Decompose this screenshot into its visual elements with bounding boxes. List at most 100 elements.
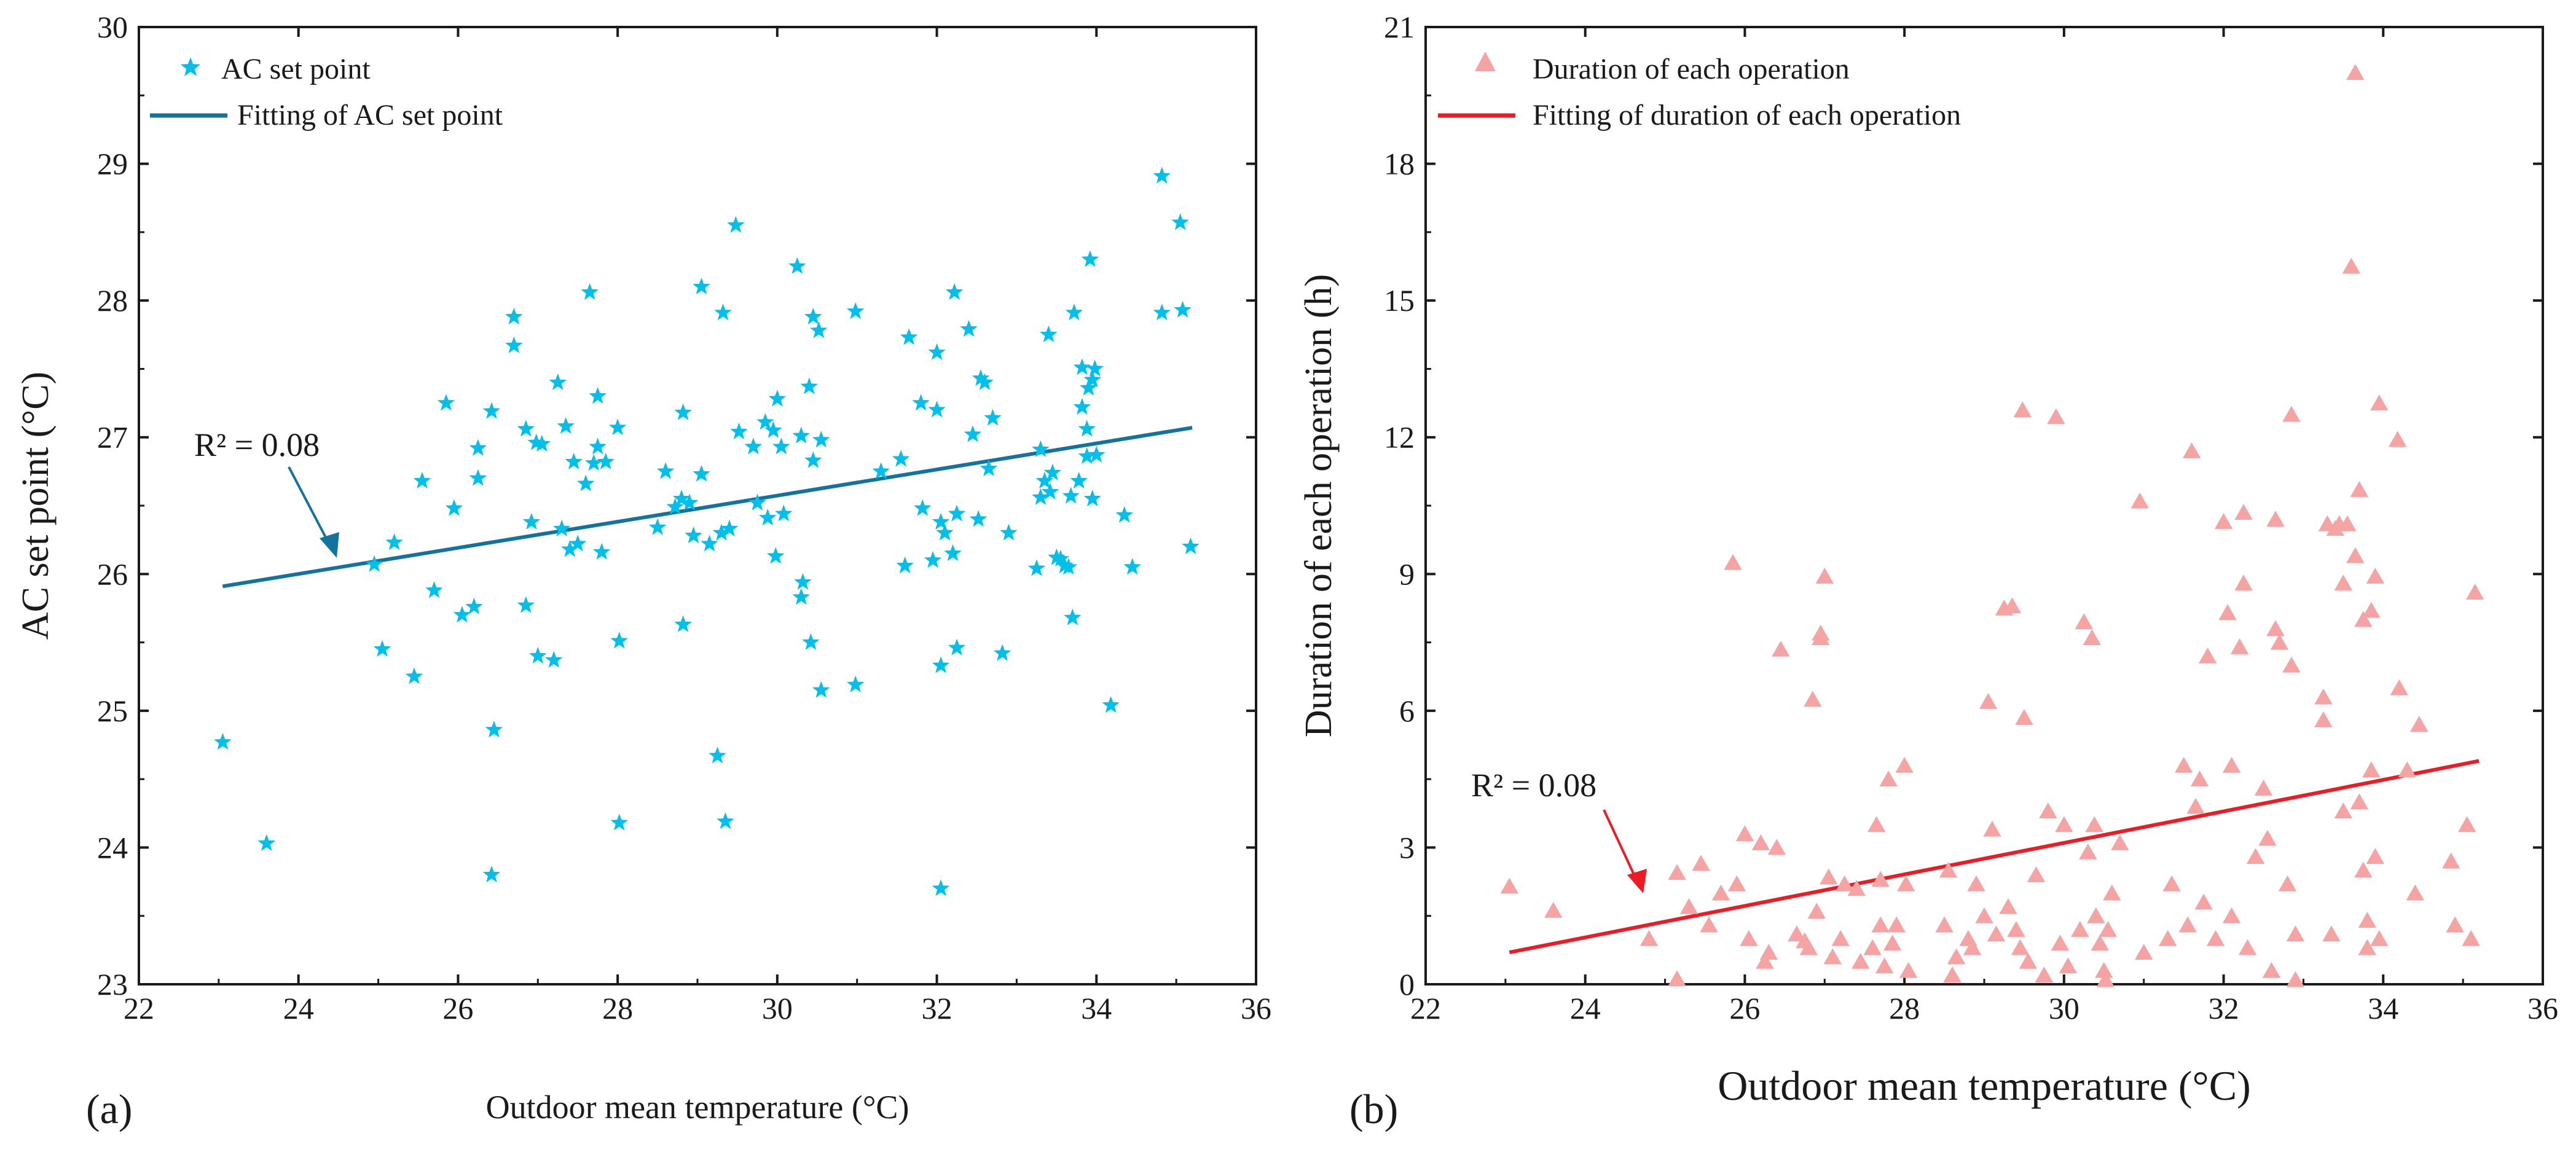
point-b-88	[2186, 797, 2205, 814]
point-a-130	[1083, 489, 1102, 506]
point-b-116	[2322, 925, 2341, 942]
r2-label-a: R² = 0.08	[194, 426, 320, 463]
point-a-42	[648, 518, 667, 535]
point-a-32	[576, 474, 595, 492]
point-b-64	[2039, 802, 2057, 818]
y-tick-label-a-2: 25	[97, 694, 128, 728]
point-a-101	[969, 510, 988, 527]
point-b-126	[2350, 793, 2369, 810]
point-a-38	[597, 452, 615, 469]
point-a-37	[592, 543, 611, 560]
y-tick-labels-a: 23 24 25 26 27 28 29 30	[97, 10, 128, 1001]
point-b-40	[1895, 756, 1914, 773]
legend-star-marker-a	[180, 57, 201, 76]
point-a-127	[1080, 378, 1098, 396]
point-b-29	[1836, 875, 1854, 891]
legend-label-a-0: AC set point	[221, 53, 371, 85]
point-a-121	[1065, 304, 1083, 321]
point-a-108	[1027, 559, 1046, 576]
point-a-123	[1073, 358, 1091, 375]
point-b-2	[1639, 930, 1659, 946]
y-tick-label-b-5: 15	[1384, 283, 1415, 318]
point-a-9	[445, 499, 463, 516]
y-tick-label-b-6: 18	[1384, 147, 1415, 181]
point-b-48	[1963, 939, 1982, 955]
point-a-45	[672, 489, 691, 506]
point-a-112	[1040, 325, 1058, 342]
point-b-71	[2079, 843, 2097, 860]
point-a-26	[549, 373, 567, 390]
point-a-97	[948, 504, 966, 522]
point-b-79	[2103, 884, 2121, 901]
point-a-27	[553, 519, 571, 536]
point-b-52	[1983, 820, 2001, 837]
point-b-96	[2222, 907, 2241, 923]
x-axis-title-b: Outdoor mean temperature (°C)	[1718, 1062, 2250, 1109]
point-b-17	[1772, 640, 1790, 657]
point-b-89	[2190, 770, 2209, 787]
point-b-61	[2019, 952, 2038, 969]
point-b-143	[2446, 916, 2464, 933]
point-b-112	[2286, 971, 2305, 987]
y-tick-label-b-1: 3	[1399, 830, 1415, 864]
point-b-114	[2314, 688, 2333, 705]
point-b-129	[2358, 939, 2377, 955]
point-b-104	[2262, 962, 2281, 978]
point-b-32	[1863, 939, 1882, 955]
point-a-137	[1153, 304, 1171, 321]
point-b-58	[2011, 939, 2030, 955]
point-a-53	[709, 746, 726, 764]
point-a-99	[960, 319, 978, 337]
point-a-1	[257, 834, 275, 851]
point-a-67	[772, 437, 790, 455]
point-a-30	[565, 452, 583, 469]
point-b-109	[2282, 656, 2301, 673]
point-a-28	[557, 417, 575, 434]
point-b-38	[1883, 935, 1902, 951]
point-b-92	[2206, 930, 2225, 946]
point-b-76	[2095, 962, 2113, 978]
legend-label-b-1: Fitting of duration of each operation	[1533, 99, 1961, 131]
point-b-22	[1807, 903, 1826, 919]
point-b-73	[2085, 816, 2103, 833]
legend-triangle-marker-b	[1475, 52, 1496, 71]
point-a-60	[744, 437, 763, 455]
x-tick-labels-b: 22 24 26 28 30 32 34 36	[1410, 991, 2558, 1025]
point-a-19	[517, 420, 535, 437]
point-b-119	[2334, 574, 2353, 591]
point-a-17	[505, 307, 523, 324]
point-a-46	[674, 403, 692, 420]
x-tick-label-a-5: 32	[922, 991, 952, 1025]
point-a-85	[900, 328, 918, 345]
point-b-84	[2162, 875, 2181, 891]
r2-arrow-shaft-a	[288, 466, 331, 545]
point-a-74	[802, 633, 820, 650]
point-a-54	[712, 523, 731, 541]
r2-arrow-head-a	[320, 532, 339, 558]
point-b-82	[2135, 944, 2153, 960]
point-a-47	[674, 615, 692, 632]
point-b-42	[1899, 962, 1918, 978]
point-a-12	[469, 469, 487, 486]
point-b-65	[2047, 408, 2065, 425]
point-a-113	[1041, 482, 1059, 500]
point-a-20	[517, 596, 535, 613]
point-a-89	[928, 401, 946, 418]
point-a-68	[775, 504, 793, 522]
y-tick-label-b-7: 21	[1384, 10, 1415, 44]
plot-frame-b	[1424, 26, 2544, 985]
point-b-44	[1939, 861, 1958, 878]
point-b-113	[2314, 711, 2333, 727]
r2-arrow-shaft-b	[1603, 809, 1637, 879]
y-tick-label-b-4: 12	[1384, 420, 1415, 455]
point-a-104	[980, 459, 998, 476]
point-b-20	[1799, 939, 1818, 955]
point-b-106	[2266, 620, 2285, 637]
point-a-129	[1083, 370, 1102, 388]
x-tick-label-b-2: 26	[1729, 991, 1760, 1025]
legend-label-b-0: Duration of each operation	[1533, 53, 1850, 85]
point-b-9	[1724, 554, 1742, 570]
point-b-127	[2354, 611, 2373, 627]
point-a-136	[1153, 167, 1171, 184]
